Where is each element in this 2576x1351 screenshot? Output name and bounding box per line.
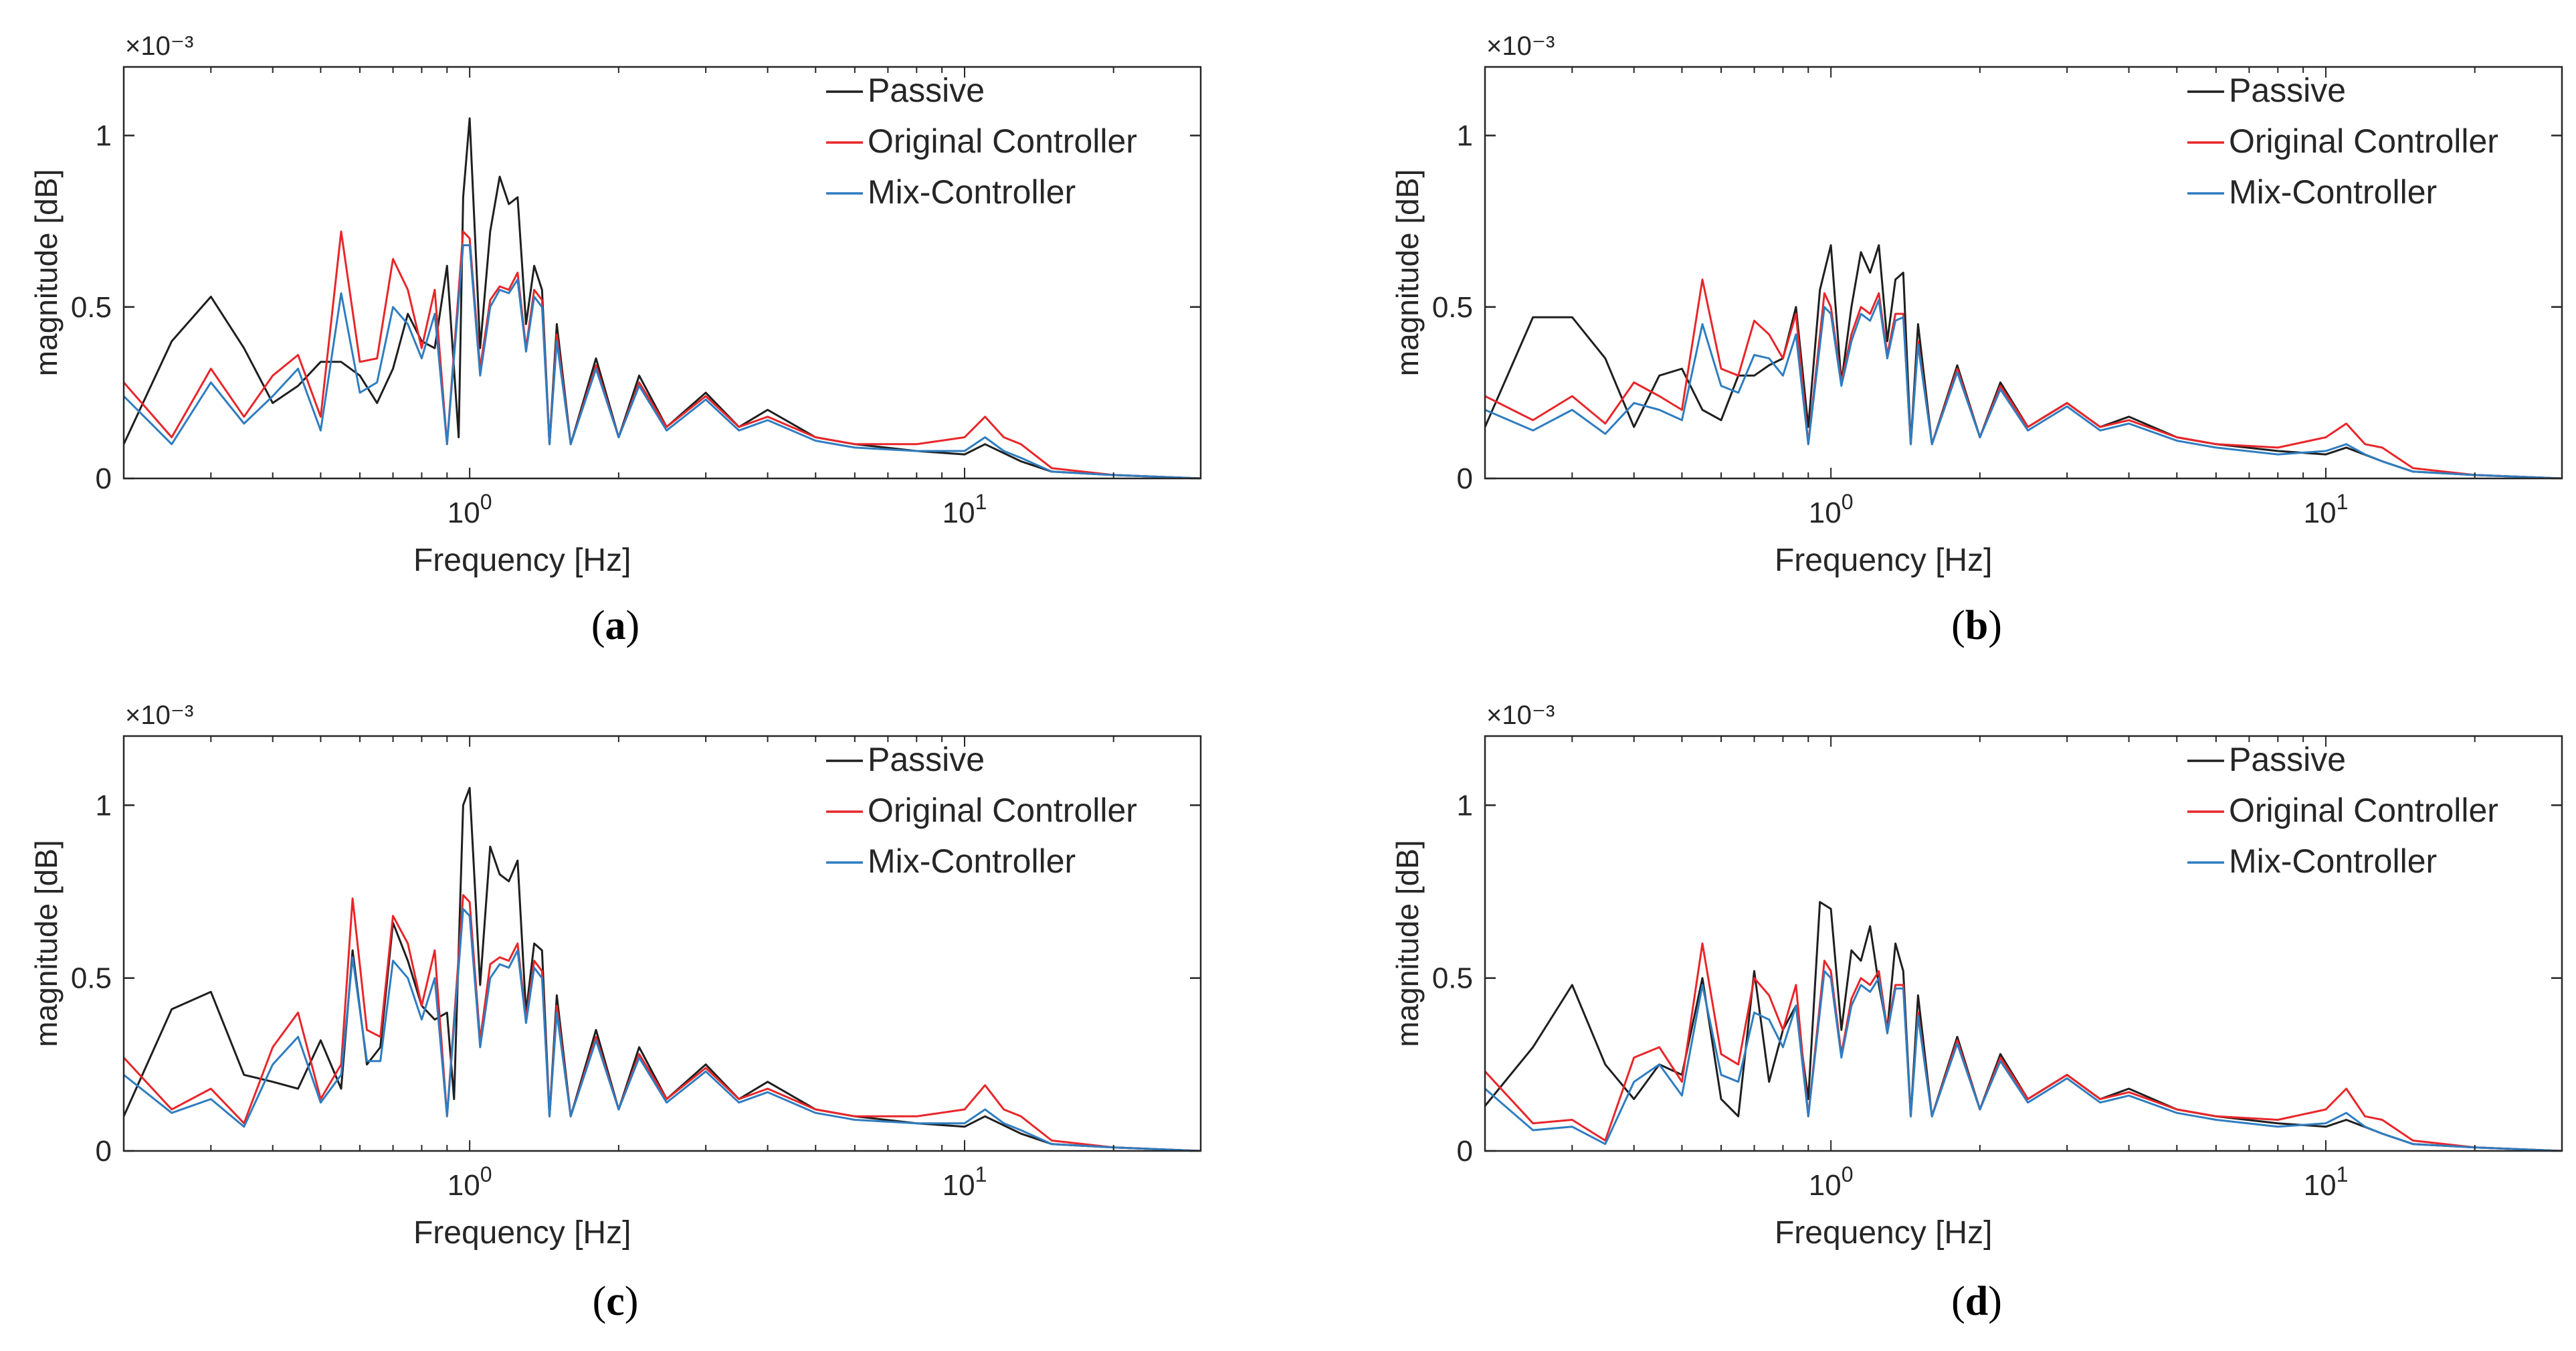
legend-label-passive: Passive bbox=[2229, 72, 2346, 109]
y-tick-label: 0 bbox=[96, 1135, 112, 1168]
legend-label-passive: Passive bbox=[868, 72, 985, 109]
series-line-original bbox=[124, 230, 1201, 478]
axes-box bbox=[122, 66, 1202, 480]
x-tick-label: 100 bbox=[1809, 1162, 1854, 1202]
series-line-mix bbox=[1485, 299, 2562, 478]
y-tick-label: 0.5 bbox=[71, 291, 112, 324]
legend-label-passive: Passive bbox=[868, 741, 985, 778]
x-tick-label: 101 bbox=[943, 1162, 987, 1202]
x-axis-label: Frequency [Hz] bbox=[413, 543, 631, 578]
x-tick-label: 100 bbox=[448, 490, 492, 529]
y-tick-label: 1 bbox=[1457, 789, 1473, 822]
chart-panel-d: 0 0.5 1 100 101 ×10⁻³ Frequency [Hz] magnitude … bbox=[1390, 701, 2563, 1251]
x-tick-label: 101 bbox=[2304, 490, 2349, 529]
y-tick-label: 1 bbox=[96, 120, 112, 153]
series-line-original bbox=[1485, 278, 2562, 478]
series-line-original bbox=[1485, 942, 2562, 1151]
legend-label-original: Original Controller bbox=[868, 122, 1137, 160]
series-line-passive bbox=[1485, 901, 2562, 1151]
panel-caption-b: (b) bbox=[1951, 603, 2002, 648]
x-tick-label: 100 bbox=[1809, 490, 1854, 529]
chart-panel-c: 0 0.5 1 100 101 ×10⁻³ Frequency [Hz] magnitude … bbox=[29, 701, 1202, 1251]
series-line-mix bbox=[124, 244, 1201, 478]
y-exponent-label: ×10⁻³ bbox=[125, 701, 193, 730]
legend-label-passive: Passive bbox=[2229, 741, 2346, 778]
y-exponent-label: ×10⁻³ bbox=[1486, 701, 1555, 730]
legend-label-original: Original Controller bbox=[2229, 122, 2498, 160]
chart-panel-b: 0 0.5 1 100 101 ×10⁻³ Frequency [Hz] magnitude … bbox=[1390, 31, 2563, 578]
axes-box bbox=[1484, 735, 2563, 1152]
axes-box bbox=[122, 735, 1202, 1152]
legend-label-mix: Mix-Controller bbox=[2229, 842, 2437, 880]
y-axis-label: magnitude [dB] bbox=[1390, 840, 1425, 1047]
series-line-mix bbox=[1485, 970, 2562, 1151]
x-tick-label: 101 bbox=[943, 490, 987, 529]
x-axis-label: Frequency [Hz] bbox=[1775, 1215, 1992, 1251]
x-axis-label: Frequency [Hz] bbox=[1775, 543, 1992, 578]
chart-panel-a: 0 0.5 1 100 101 ×10⁻³ Frequency [Hz] magnitude … bbox=[29, 31, 1202, 578]
y-exponent-label: ×10⁻³ bbox=[125, 31, 193, 61]
y-tick-label: 0 bbox=[1457, 1135, 1473, 1168]
y-tick-label: 0.5 bbox=[1432, 962, 1473, 995]
x-tick-label: 100 bbox=[448, 1162, 492, 1202]
y-tick-label: 1 bbox=[1457, 120, 1473, 153]
legend-label-original: Original Controller bbox=[2229, 792, 2498, 829]
legend-label-mix: Mix-Controller bbox=[2229, 173, 2437, 211]
series-line-passive bbox=[1485, 244, 2562, 478]
x-tick-label: 101 bbox=[2304, 1162, 2349, 1202]
legend-label-original: Original Controller bbox=[868, 792, 1137, 829]
y-exponent-label: ×10⁻³ bbox=[1486, 31, 1555, 61]
x-axis-label: Frequency [Hz] bbox=[413, 1215, 631, 1251]
axes-box bbox=[1484, 66, 2563, 480]
y-axis-label: magnitude [dB] bbox=[29, 169, 64, 376]
y-tick-label: 0.5 bbox=[71, 962, 112, 995]
y-tick-label: 0 bbox=[96, 462, 112, 495]
panel-caption-a: (a) bbox=[591, 603, 639, 648]
legend-label-mix: Mix-Controller bbox=[868, 842, 1076, 880]
panel-caption-c: (c) bbox=[593, 1279, 639, 1324]
legend-label-mix: Mix-Controller bbox=[868, 173, 1076, 211]
y-tick-label: 1 bbox=[96, 789, 112, 822]
y-axis-label: magnitude [dB] bbox=[29, 840, 64, 1047]
y-tick-label: 0 bbox=[1457, 462, 1473, 495]
y-axis-label: magnitude [dB] bbox=[1390, 169, 1425, 376]
y-tick-label: 0.5 bbox=[1432, 291, 1473, 324]
series-line-mix bbox=[124, 907, 1201, 1151]
panel-caption-d: (d) bbox=[1951, 1279, 2002, 1324]
series-line-original bbox=[124, 894, 1201, 1151]
